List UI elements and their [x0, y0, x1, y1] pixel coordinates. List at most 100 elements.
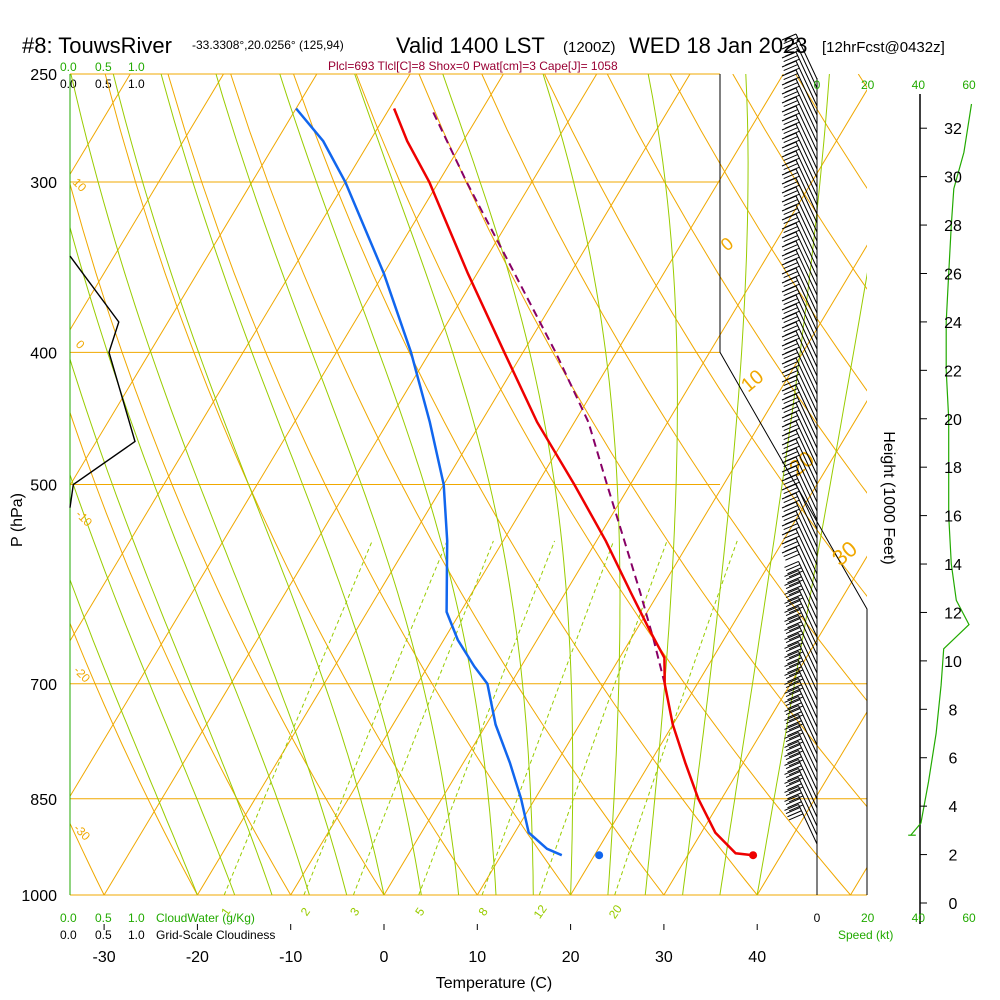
wind-barb-feather [783, 253, 798, 261]
wind-barb-staff [795, 60, 818, 107]
wind-barb-staff [798, 678, 818, 719]
wind-barb-feather [787, 567, 802, 575]
wind-barb-feather [785, 600, 801, 608]
wind-barb-feather [788, 768, 804, 776]
wind-barb-feather [783, 55, 798, 63]
wind-barb-feather [783, 379, 798, 387]
wind-barb-feather [788, 579, 804, 587]
height-tick-label: 22 [944, 363, 962, 380]
wind-barb-feather [781, 33, 797, 41]
wind-barb-feather [783, 361, 798, 369]
wind-barb-staff [798, 570, 818, 611]
wind-barb-feather [787, 675, 802, 683]
moist-adiabat [160, 74, 422, 895]
wind-barb-feather [783, 352, 798, 360]
dry-adiabat [70, 622, 198, 895]
wind-barb-staff [795, 420, 818, 467]
wind-barb-staff [798, 561, 818, 602]
dry-adiabat [669, 74, 867, 392]
wind-barb-feather [783, 433, 798, 441]
height-tick-label: 8 [949, 702, 958, 719]
cloud-scale-bottom: 0.0 0.5 1.0 CloudWater (g/Kg) 0.0 0.5 1.… [60, 911, 275, 942]
wind-barb-feather [787, 639, 802, 647]
wind-barb-feather [785, 627, 801, 635]
wind-barb-staff [795, 483, 818, 530]
wind-barb-staff [795, 267, 818, 314]
mixing-ratio-line [223, 540, 373, 895]
wind-barb-feather [785, 535, 800, 543]
wind-barb-feather [785, 663, 801, 671]
moist-adiabat [70, 357, 273, 895]
moist-adiabat [682, 74, 749, 895]
wind-barb-feather [785, 780, 801, 788]
wind-barb-feather [783, 460, 798, 468]
wind-barb-feather [785, 193, 800, 201]
wind-barb-feather [787, 810, 802, 818]
wind-barb-staff [795, 465, 818, 512]
moist-adiabat [644, 74, 678, 895]
wind-barb-staff [795, 231, 818, 278]
wind-barb-feather [785, 553, 800, 561]
height-axis-title: Height (1000 Feet) [880, 431, 897, 564]
mixing-ratio-line [614, 540, 738, 895]
wind-barb-feather [788, 633, 804, 641]
wind-barb-feather [787, 630, 802, 638]
wind-barb-feather [785, 582, 801, 590]
wind-barb-feather [783, 298, 798, 306]
wind-barb-feather [787, 720, 802, 728]
mixing-ratio-line [352, 540, 494, 895]
speed-tick-label-bottom: 40 [912, 911, 926, 925]
wind-barb-staff [795, 474, 818, 521]
wind-barb-feather [783, 307, 798, 315]
speed-tick-label-bottom: 20 [861, 911, 875, 925]
wind-barb-staff [798, 723, 818, 764]
wind-barb-feather [784, 605, 799, 613]
wind-barb-staff [795, 159, 818, 206]
height-tick-label: 28 [944, 218, 962, 235]
wind-barb-feather [785, 274, 800, 282]
cloudwater-label: CloudWater (g/Kg) [156, 911, 255, 925]
wind-barb-staff [798, 615, 818, 656]
wind-barb-feather [785, 364, 800, 372]
wind-barb-feather [785, 148, 800, 156]
dry-adiabat [418, 74, 867, 808]
wind-barb-staff [795, 321, 818, 368]
wind-barb-feather [783, 343, 798, 351]
wind-barb-feather [783, 100, 798, 108]
height-tick-label: 10 [944, 654, 962, 671]
wind-barb-feather [785, 319, 800, 327]
wind-barb-staff [795, 330, 818, 377]
wind-barb-staff [795, 537, 818, 584]
wind-barb-feather [783, 127, 798, 135]
wind-barb-staff [798, 669, 818, 710]
wind-barb-staff [795, 456, 818, 503]
wind-barb-feather [787, 693, 802, 701]
valid-time: Valid 1400 LST [396, 33, 545, 58]
wind-barb-feather [784, 560, 799, 568]
station-title: #8: TouwsRiver [22, 33, 172, 58]
wind-barb-feather [783, 181, 798, 189]
wind-barb-staff [798, 786, 818, 827]
wind-barb-feather [785, 798, 801, 806]
wind-barb-feather [785, 490, 800, 498]
surface-dewpoint-marker [595, 851, 604, 860]
wind-barb-feather [783, 154, 798, 162]
wind-barb-staff [798, 651, 818, 692]
wind-barb-staff [798, 624, 818, 665]
wind-barb-feather [785, 373, 800, 381]
height-tick-label: 2 [949, 848, 958, 865]
wind-barb-feather [783, 190, 798, 198]
wind-barb-feather [784, 578, 799, 586]
moist-adiabat [279, 74, 497, 895]
wind-barb-feather [785, 744, 801, 752]
wind-barb-feather [785, 310, 800, 318]
parcel-trace [430, 108, 666, 685]
wind-barb-staff [795, 366, 818, 413]
height-tick-label: 4 [949, 799, 958, 816]
wind-barb-staff [798, 759, 818, 800]
wind-barb-feather [785, 229, 800, 237]
wind-barb-feather [784, 704, 799, 712]
wind-barb-staff [795, 249, 818, 296]
wind-barb-feather [785, 463, 800, 471]
